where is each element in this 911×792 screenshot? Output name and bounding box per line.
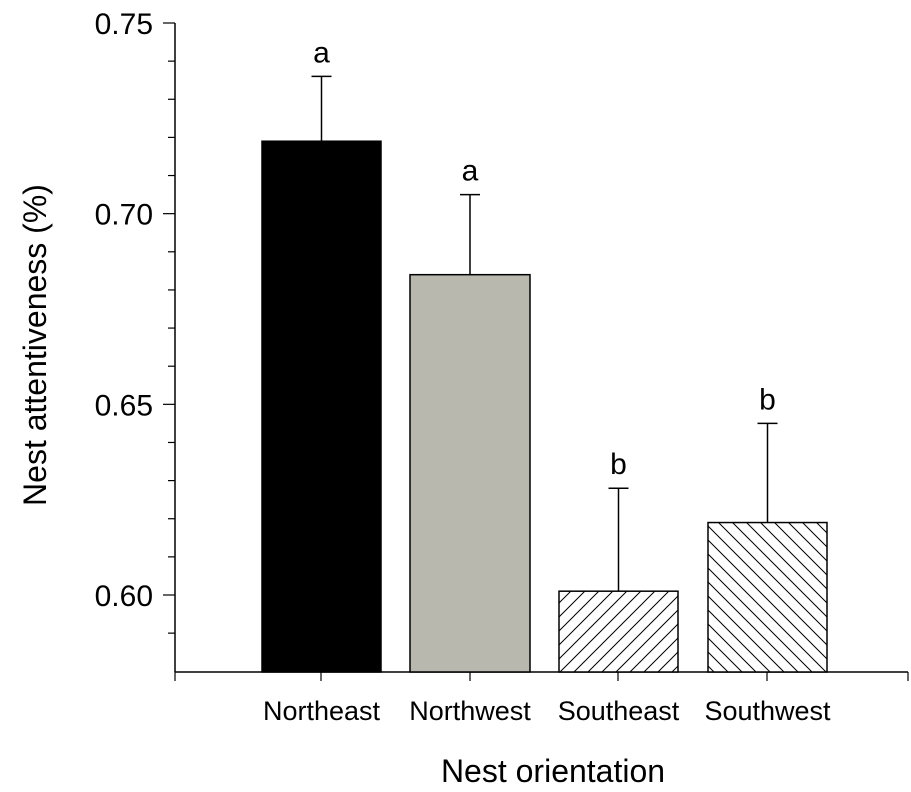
- x-tick-label: Southeast: [558, 696, 680, 726]
- bar-northeast: [261, 140, 382, 673]
- significance-letter: b: [759, 383, 776, 416]
- y-tick-label: 0.60: [95, 580, 153, 613]
- y-tick-label: 0.65: [95, 389, 153, 422]
- y-axis-title: Nest attentiveness (%): [17, 184, 53, 506]
- y-tick-label: 0.70: [95, 199, 153, 232]
- bar-southwest: [707, 521, 828, 673]
- x-tick-label: Northwest: [409, 696, 531, 726]
- plot-area: 0.60 0.65 0.70 0.75 a Northeast a Northwest b Sou…: [95, 8, 909, 726]
- significance-letter: a: [462, 155, 479, 188]
- x-tick-label: Southwest: [704, 696, 831, 726]
- bar-southeast: [558, 590, 679, 673]
- y-tick-label: 0.75: [95, 8, 153, 41]
- x-tick-label: Northeast: [263, 696, 381, 726]
- bar-northwest: [409, 273, 531, 673]
- significance-letter: a: [313, 36, 330, 69]
- x-axis-title: Nest orientation: [441, 753, 665, 789]
- significance-letter: b: [610, 448, 627, 481]
